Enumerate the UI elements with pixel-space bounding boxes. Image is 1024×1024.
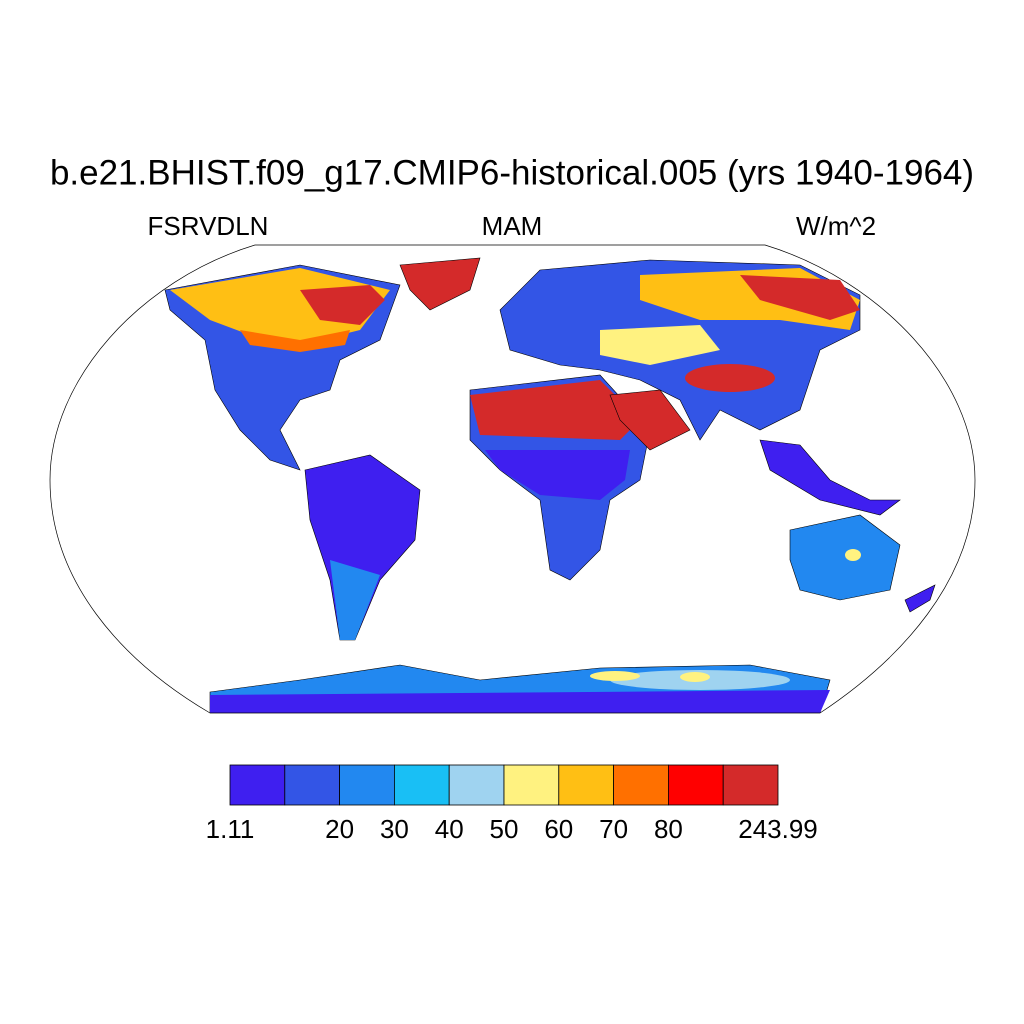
colorbar-box [722, 764, 779, 806]
colorbar-label: 20 [325, 814, 354, 844]
colorbar-box [503, 764, 560, 806]
colorbar-box [668, 764, 724, 806]
tibet [685, 364, 775, 392]
southeast-asia [759, 439, 901, 516]
australia [789, 514, 901, 601]
left-label: FSRVDLN [148, 211, 269, 241]
australia-interior [845, 549, 861, 561]
center-label: MAM [482, 211, 543, 241]
colorbar: 1.11 20 30 40 50 60 70 80 243.99 [206, 764, 818, 844]
colorbar-label: 1.11 [206, 814, 255, 844]
south-america [304, 454, 421, 641]
map-outline [49, 244, 976, 714]
colorbar-box [339, 764, 395, 806]
colorbar-label: 50 [490, 814, 519, 844]
south-america-edge [330, 560, 380, 640]
colorbar-label: 70 [599, 814, 628, 844]
title: b.e21.BHIST.f09_g17.CMIP6-historical.005… [50, 153, 974, 192]
sahara [470, 380, 640, 440]
antarctica-plateau [680, 672, 710, 682]
colorbar-box [284, 764, 340, 806]
antarctica-plateau [590, 671, 640, 681]
central-asia [600, 325, 720, 365]
siberia-red [740, 275, 860, 320]
colorbar-label: 30 [380, 814, 409, 844]
colorbar-box [558, 764, 614, 806]
antarctica-coast [210, 690, 830, 713]
arabia [609, 389, 691, 451]
colorbar-box [229, 764, 286, 806]
colorbar-label: 60 [544, 814, 573, 844]
north-america-band [240, 330, 350, 352]
colorbar-label: 80 [654, 814, 683, 844]
colorbar-box [613, 764, 669, 806]
colorbar-box [393, 764, 450, 806]
new-zealand [904, 584, 936, 613]
colorbar-label: 243.99 [738, 814, 818, 844]
sahel [485, 450, 630, 500]
colorbar-label: 40 [435, 814, 464, 844]
greenland [399, 257, 481, 311]
canada-red [300, 285, 385, 325]
colorbar-box [448, 764, 505, 806]
north-america-band [170, 268, 390, 345]
right-label: W/m^2 [796, 211, 876, 241]
map [164, 257, 936, 713]
